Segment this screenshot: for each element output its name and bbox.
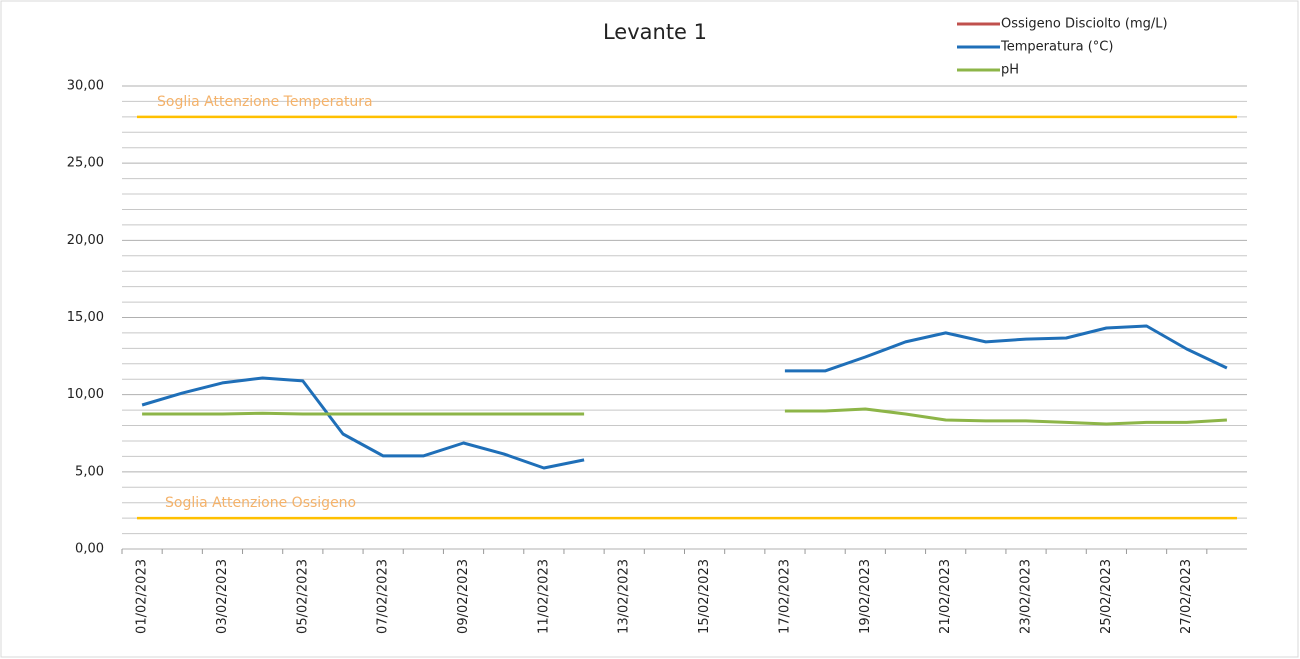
- x-tick-label: 09/02/2023: [456, 559, 471, 634]
- x-tick-label: 03/02/2023: [215, 559, 230, 634]
- x-tick-label: 13/02/2023: [617, 559, 632, 634]
- y-tick-label: 20,00: [67, 233, 104, 248]
- x-tick-label: 01/02/2023: [135, 559, 150, 634]
- legend-label: Temperatura (°C): [1000, 40, 1113, 55]
- y-tick-label: 10,00: [67, 387, 104, 402]
- x-tick-label: 05/02/2023: [295, 559, 310, 634]
- series-line: [142, 407, 1227, 426]
- x-tick-label: 21/02/2023: [938, 559, 953, 634]
- x-tick-label: 27/02/2023: [1179, 559, 1194, 634]
- legend-label: Ossigeno Disciolto (mg/L): [1001, 17, 1168, 32]
- x-tick-label: 23/02/2023: [1019, 559, 1034, 634]
- y-tick-label: 30,00: [67, 79, 104, 94]
- y-tick-label: 15,00: [67, 310, 104, 325]
- y-tick-label: 0,00: [75, 542, 104, 557]
- x-tick-label: 11/02/2023: [536, 559, 551, 634]
- chart-title: Levante 1: [603, 20, 707, 44]
- x-tick-label: 17/02/2023: [777, 559, 792, 634]
- threshold-label: Soglia Attenzione Temperatura: [157, 94, 373, 110]
- x-tick-label: 19/02/2023: [858, 559, 873, 634]
- y-tick-label: 5,00: [75, 464, 104, 479]
- series-line: [141, 324, 1228, 470]
- x-tick-label: 15/02/2023: [697, 559, 712, 634]
- x-tick-label: 25/02/2023: [1099, 559, 1114, 634]
- legend-label: pH: [1001, 63, 1019, 78]
- x-tick-label: 07/02/2023: [376, 559, 391, 634]
- y-tick-label: 25,00: [67, 156, 104, 171]
- threshold-label: Soglia Attenzione Ossigeno: [165, 495, 356, 511]
